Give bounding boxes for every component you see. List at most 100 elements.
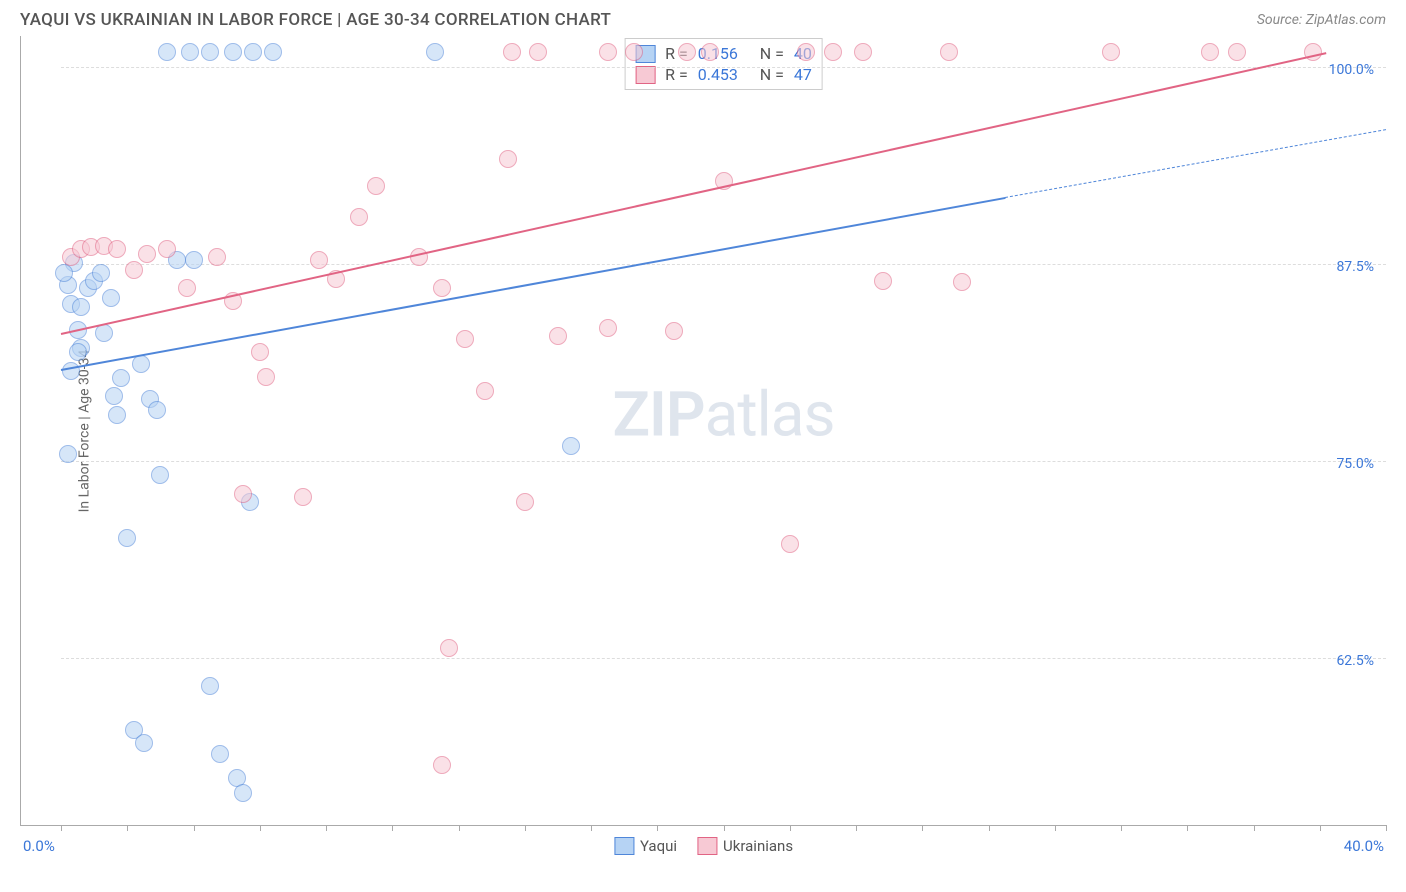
x-tick [657, 825, 658, 831]
data-point [201, 43, 219, 61]
data-point [59, 445, 77, 463]
data-point [132, 355, 150, 373]
data-point [158, 240, 176, 258]
data-point [224, 43, 242, 61]
data-point [69, 343, 87, 361]
x-tick [1386, 825, 1387, 831]
data-point [178, 279, 196, 297]
gridline [61, 67, 1386, 68]
data-point [701, 43, 719, 61]
chart-title: YAQUI VS UKRAINIAN IN LABOR FORCE | AGE … [20, 10, 611, 30]
data-point [953, 273, 971, 291]
data-point [234, 784, 252, 802]
x-tick [1121, 825, 1122, 831]
gridline [61, 461, 1386, 462]
legend-r-value: 0.453 [698, 65, 750, 84]
data-point [102, 289, 120, 307]
data-point [529, 43, 547, 61]
data-point [426, 43, 444, 61]
data-point [433, 756, 451, 774]
x-tick [459, 825, 460, 831]
y-tick-label: 87.5% [1336, 259, 1374, 275]
data-point [125, 261, 143, 279]
data-point [625, 43, 643, 61]
legend-label: Ukrainians [723, 837, 793, 855]
data-point [294, 488, 312, 506]
legend-row: R =0.156N =40 [635, 43, 812, 64]
data-point [151, 466, 169, 484]
trend-line [61, 197, 1005, 371]
data-point [310, 251, 328, 269]
data-point [92, 264, 110, 282]
x-min-label: 0.0% [23, 837, 55, 855]
x-tick [1055, 825, 1056, 831]
legend-n-value: 47 [794, 65, 812, 84]
trend-line [61, 52, 1327, 335]
x-tick [260, 825, 261, 831]
legend-item: Ukrainians [697, 837, 793, 855]
chart-area: In Labor Force | Age 30-34 ZIPatlas R =0… [20, 36, 1386, 826]
chart-header: YAQUI VS UKRAINIAN IN LABOR FORCE | AGE … [0, 0, 1406, 36]
data-point [181, 43, 199, 61]
data-point [781, 535, 799, 553]
legend-item: Yaqui [614, 837, 677, 855]
gridline [61, 264, 1386, 265]
data-point [158, 43, 176, 61]
x-tick [194, 825, 195, 831]
data-point [105, 387, 123, 405]
data-point [148, 401, 166, 419]
data-point [62, 362, 80, 380]
data-point [824, 43, 842, 61]
data-point [234, 485, 252, 503]
data-point [208, 248, 226, 266]
x-max-label: 40.0% [1344, 837, 1384, 855]
y-tick-label: 75.0% [1336, 456, 1374, 472]
data-point [503, 43, 521, 61]
x-tick [127, 825, 128, 831]
data-point [118, 529, 136, 547]
trend-line [1005, 129, 1386, 198]
data-point [854, 43, 872, 61]
x-tick [326, 825, 327, 831]
x-tick [1254, 825, 1255, 831]
data-point [138, 245, 156, 263]
data-point [476, 382, 494, 400]
legend-n-label: N = [760, 65, 784, 84]
y-tick-label: 62.5% [1336, 653, 1374, 669]
legend-swatch [635, 66, 655, 84]
data-point [367, 177, 385, 195]
data-point [108, 240, 126, 258]
data-point [211, 745, 229, 763]
legend-series: Yaqui Ukrainians [614, 837, 793, 855]
data-point [201, 677, 219, 695]
data-point [797, 43, 815, 61]
data-point [665, 322, 683, 340]
data-point [257, 368, 275, 386]
data-point [251, 343, 269, 361]
data-point [1201, 43, 1219, 61]
x-tick [989, 825, 990, 831]
data-point [456, 330, 474, 348]
data-point [112, 369, 130, 387]
watermark: ZIPatlas [613, 378, 835, 451]
data-point [55, 264, 73, 282]
data-point [350, 208, 368, 226]
data-point [499, 150, 517, 168]
x-tick [724, 825, 725, 831]
data-point [549, 327, 567, 345]
legend-swatch [614, 837, 634, 855]
data-point [516, 493, 534, 511]
x-tick [790, 825, 791, 831]
legend-label: Yaqui [640, 837, 677, 855]
data-point [1102, 43, 1120, 61]
legend-n-label: N = [760, 44, 784, 63]
x-tick [1187, 825, 1188, 831]
data-point [562, 437, 580, 455]
data-point [264, 43, 282, 61]
chart-source: Source: ZipAtlas.com [1257, 12, 1386, 28]
data-point [874, 272, 892, 290]
x-tick [922, 825, 923, 831]
x-tick [392, 825, 393, 831]
x-tick [591, 825, 592, 831]
data-point [244, 43, 262, 61]
